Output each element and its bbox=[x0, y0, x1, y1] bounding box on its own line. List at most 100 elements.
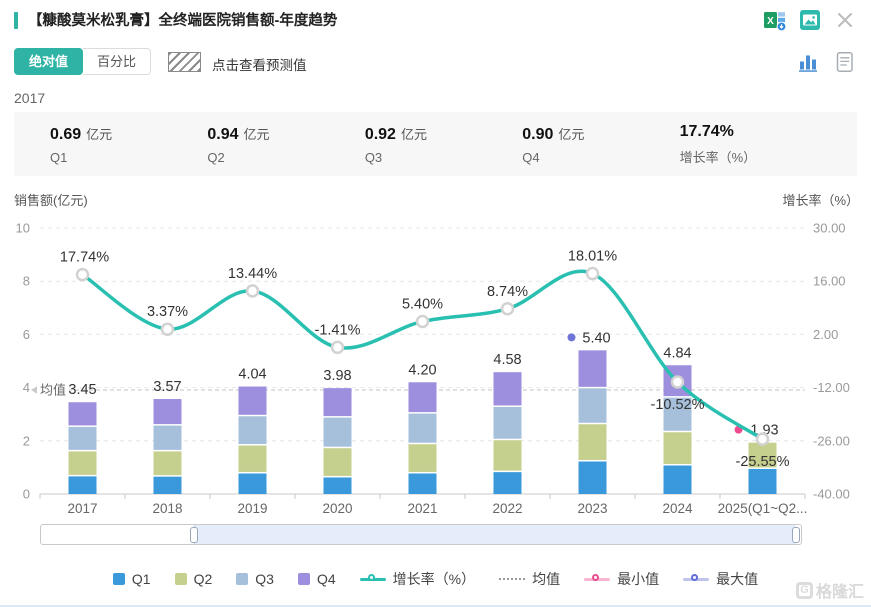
svg-text:3.37%: 3.37% bbox=[147, 304, 188, 320]
svg-text:2024: 2024 bbox=[662, 501, 693, 516]
stat-label: Q2 bbox=[207, 149, 225, 165]
stat-value: 0.69 bbox=[50, 125, 82, 143]
title-accent-bar bbox=[14, 12, 18, 29]
stat-unit: 亿元 bbox=[558, 126, 585, 142]
legend-item-min[interactable]: 最小值 bbox=[584, 569, 659, 589]
stat-unit: 亿元 bbox=[400, 126, 427, 142]
panel-bottom-border bbox=[0, 605, 871, 607]
svg-text:18.01%: 18.01% bbox=[568, 249, 617, 265]
close-icon[interactable] bbox=[833, 8, 857, 32]
legend-item-q4[interactable]: Q4 bbox=[297, 571, 336, 587]
excel-download-icon[interactable]: X bbox=[763, 8, 787, 32]
legend-label: Q3 bbox=[255, 571, 274, 587]
svg-text:X: X bbox=[767, 15, 774, 26]
svg-text:4.58: 4.58 bbox=[493, 352, 521, 368]
stat-unit: 亿元 bbox=[243, 126, 270, 142]
value-mode-toggle: 绝对值 百分比 bbox=[14, 48, 152, 75]
legend-swatch bbox=[297, 573, 310, 585]
svg-text:2019: 2019 bbox=[237, 501, 267, 516]
legend-item-q1[interactable]: Q1 bbox=[112, 571, 151, 587]
growth-labels: 17.74% 3.37% 13.44% -1.41% 5.40% 8.74% 18.01% -… bbox=[60, 249, 790, 471]
growth-line bbox=[81, 269, 764, 441]
forecast-hatch-swatch[interactable] bbox=[168, 52, 201, 72]
datazoom-window[interactable] bbox=[193, 525, 797, 544]
svg-text:-40.00: -40.00 bbox=[813, 487, 850, 502]
svg-text:2018: 2018 bbox=[152, 501, 182, 516]
svg-text:2020: 2020 bbox=[322, 501, 352, 516]
grid: 10 30.00 8 16.00 6 2.00 4 -12.00 2 -26.00 0 -40.00 bbox=[16, 221, 850, 502]
legend-item-q2[interactable]: Q2 bbox=[174, 571, 213, 587]
legend-label: Q1 bbox=[131, 571, 151, 587]
stat-card-q1: 0.69 亿元 Q1 bbox=[50, 124, 207, 165]
svg-text:10: 10 bbox=[16, 221, 30, 236]
stat-value: 0.90 bbox=[522, 125, 554, 143]
absolute-value-button[interactable]: 绝对值 bbox=[14, 48, 84, 75]
svg-text:8.74%: 8.74% bbox=[487, 284, 528, 300]
legend-label: Q4 bbox=[316, 571, 336, 587]
svg-text:5.40: 5.40 bbox=[582, 330, 610, 346]
svg-text:均值: 均值 bbox=[40, 382, 66, 397]
header-icons: X bbox=[763, 8, 857, 32]
bar-total-labels: 3.45 3.57 4.04 3.98 4.20 4.58 5.40 4.84 1.93 bbox=[68, 330, 778, 438]
legend-item-max[interactable]: 最大值 bbox=[683, 569, 758, 589]
legend-swatch bbox=[174, 573, 187, 585]
page-title: 【糠酸莫米松乳膏】全终端医院销售额-年度趋势 bbox=[28, 13, 338, 29]
legend-label: 增长率（%） bbox=[392, 571, 476, 587]
svg-text:4.84: 4.84 bbox=[663, 345, 691, 361]
svg-text:1.93: 1.93 bbox=[750, 423, 778, 439]
stat-value: 17.74% bbox=[679, 122, 734, 140]
svg-text:4.20: 4.20 bbox=[408, 362, 436, 378]
image-export-icon[interactable] bbox=[798, 8, 822, 32]
stat-value: 0.94 bbox=[207, 125, 239, 143]
watermark-g-icon: G bbox=[795, 581, 813, 599]
svg-text:-12.00: -12.00 bbox=[813, 380, 850, 395]
legend-item-mean[interactable]: 均值 bbox=[499, 569, 560, 589]
right-axis-title: 增长率（%） bbox=[782, 193, 859, 208]
datazoom-handle-left[interactable] bbox=[189, 526, 198, 543]
legend-label: Q2 bbox=[193, 571, 213, 587]
datazoom-handle-right[interactable] bbox=[792, 526, 801, 543]
svg-text:6: 6 bbox=[23, 327, 30, 342]
svg-text:17.74%: 17.74% bbox=[60, 250, 109, 266]
svg-text:3.45: 3.45 bbox=[68, 382, 96, 398]
svg-text:30.00: 30.00 bbox=[813, 221, 846, 236]
legend-swatch bbox=[683, 574, 710, 584]
selected-year-label: 2017 bbox=[14, 90, 46, 106]
chart-legend: Q1 Q2 Q3 Q4 增长率（%） 均值 最小值 最大值 bbox=[0, 569, 871, 589]
svg-text:-10.52%: -10.52% bbox=[650, 397, 704, 413]
svg-text:16.00: 16.00 bbox=[813, 274, 846, 289]
legend-item-q3[interactable]: Q3 bbox=[236, 571, 274, 587]
bars-group bbox=[68, 350, 777, 494]
svg-text:3.98: 3.98 bbox=[323, 368, 351, 384]
stat-label: Q1 bbox=[50, 149, 68, 165]
stat-value: 0.92 bbox=[364, 125, 396, 143]
svg-text:5.40%: 5.40% bbox=[402, 296, 443, 312]
quarter-stats-panel: 0.69 亿元 Q1 0.94 亿元 Q2 0.92 亿元 Q3 0.90 亿元 Q4 … bbox=[14, 112, 857, 176]
bar-chart-icon[interactable] bbox=[797, 50, 821, 74]
svg-text:2: 2 bbox=[23, 433, 30, 448]
svg-text:2023: 2023 bbox=[577, 501, 607, 516]
watermark-logo: G 格隆汇 bbox=[795, 578, 864, 602]
legend-label: 最小值 bbox=[617, 571, 660, 587]
svg-text:2022: 2022 bbox=[492, 501, 522, 516]
toolbar-icons bbox=[797, 50, 857, 74]
svg-text:-25.55%: -25.55% bbox=[735, 454, 789, 470]
percentage-button[interactable]: 百分比 bbox=[83, 48, 152, 75]
stat-label: 增长率（%） bbox=[679, 149, 757, 165]
svg-text:-26.00: -26.00 bbox=[813, 433, 850, 448]
document-icon[interactable] bbox=[833, 50, 857, 74]
svg-text:8: 8 bbox=[23, 274, 30, 289]
svg-text:4: 4 bbox=[23, 380, 30, 395]
svg-text:2021: 2021 bbox=[407, 501, 437, 516]
svg-text:2025(Q1~Q2...: 2025(Q1~Q2... bbox=[718, 501, 808, 516]
legend-swatch bbox=[499, 578, 526, 580]
datazoom-scrollbar[interactable] bbox=[40, 524, 802, 545]
legend-label: 最大值 bbox=[716, 571, 759, 587]
watermark-text: 格隆汇 bbox=[815, 584, 864, 601]
forecast-hint-link[interactable]: 点击查看预测值 bbox=[212, 58, 307, 73]
stat-label: Q3 bbox=[364, 149, 383, 165]
stat-card-q2: 0.94 亿元 Q2 bbox=[207, 124, 364, 165]
svg-text:4.04: 4.04 bbox=[238, 367, 266, 383]
legend-item-growth-rate[interactable]: 增长率（%） bbox=[359, 569, 476, 589]
